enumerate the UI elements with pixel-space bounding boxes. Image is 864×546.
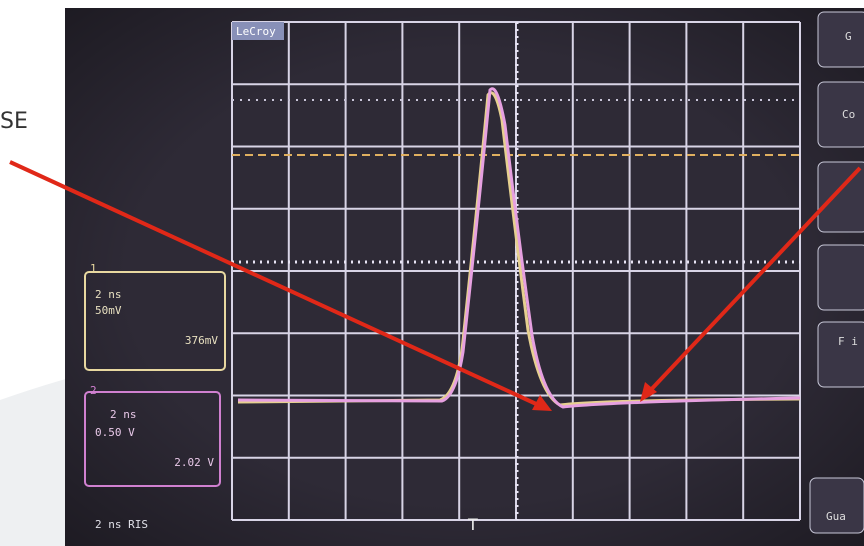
arrow (644, 166, 862, 397)
offset: 2.02 V (174, 456, 214, 469)
timebase: 2 ns (110, 408, 137, 421)
status: 2 ns RIS (95, 518, 148, 531)
button-label: G (845, 30, 852, 43)
timebase: 2 ns (95, 288, 122, 301)
arrow-head (640, 382, 657, 402)
channel-number: 1 (90, 262, 97, 275)
arrow (9, 160, 546, 410)
button-label: Co (842, 108, 855, 121)
channel-box (84, 271, 226, 371)
waveform-2 (237, 87, 801, 409)
button[interactable] (817, 161, 864, 233)
annotation: SE (0, 109, 28, 134)
trigger-marker: T (467, 515, 478, 534)
offset: 376mV (185, 334, 218, 347)
screen-shade (65, 8, 864, 546)
scale: 0.50 V (95, 426, 135, 439)
button[interactable] (817, 244, 864, 311)
side-buttons: G Co F i Gua (809, 11, 864, 534)
scale: 50mV (95, 304, 122, 317)
button-label: Gua (826, 510, 846, 523)
brand: LeCroy (236, 25, 276, 38)
button[interactable] (809, 477, 864, 534)
button[interactable] (817, 81, 864, 148)
button-label: F i (838, 335, 858, 348)
channel-number: 2 (90, 384, 97, 397)
arrow-head (532, 395, 552, 411)
brand-badge (232, 22, 284, 40)
button[interactable] (817, 321, 864, 388)
button[interactable] (817, 11, 864, 68)
channel-box (84, 391, 221, 487)
